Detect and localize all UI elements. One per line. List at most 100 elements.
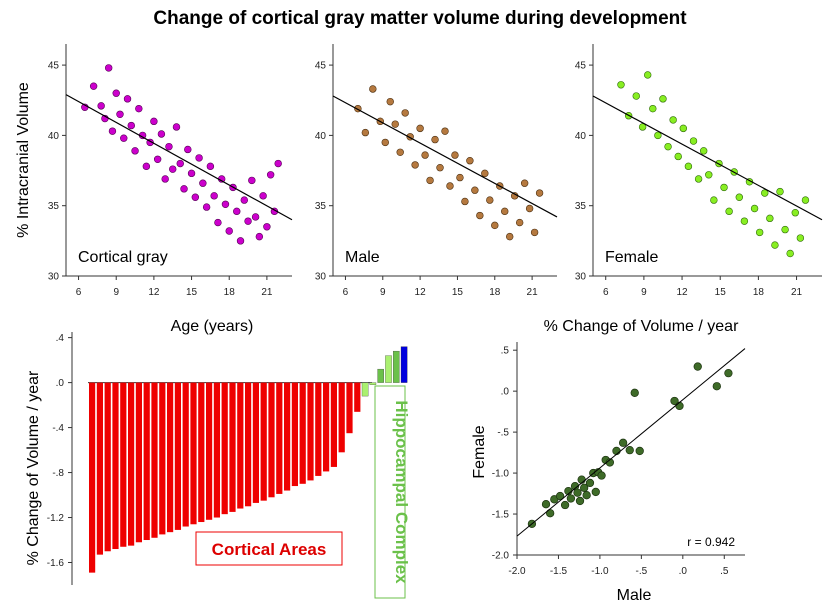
cortical-bar xyxy=(252,382,259,503)
data-point xyxy=(597,471,606,480)
data-point xyxy=(274,159,282,168)
y-tick-label: 45 xyxy=(315,61,327,72)
data-point xyxy=(735,193,744,201)
cortical-bar xyxy=(151,382,158,538)
data-point xyxy=(97,102,105,110)
data-point xyxy=(481,169,489,178)
y-tick-label: -1.2 xyxy=(47,513,65,524)
cortical-bar xyxy=(174,382,181,530)
data-point xyxy=(675,401,684,411)
cortical-bar xyxy=(291,382,298,487)
cortical-bar xyxy=(96,382,103,555)
data-point xyxy=(577,475,586,484)
data-point xyxy=(674,152,682,161)
data-point xyxy=(206,162,215,171)
data-point xyxy=(123,95,132,103)
y-tick-label: .0 xyxy=(501,387,510,398)
cortical-bar xyxy=(89,382,96,573)
x-tick-label: -2.0 xyxy=(508,566,526,577)
data-point xyxy=(781,225,789,234)
data-point xyxy=(566,494,576,503)
data-point xyxy=(104,64,113,72)
data-point xyxy=(630,388,639,397)
data-point xyxy=(161,175,169,183)
data-point xyxy=(555,491,565,501)
data-point xyxy=(199,179,207,187)
cortical-bar xyxy=(135,382,142,543)
y-tick-label: 35 xyxy=(575,201,587,212)
data-point xyxy=(255,232,264,241)
cortical-bar xyxy=(354,382,361,412)
scatter-panel-2: 30 35 40 45 6 9 12 15 18 21 Male xyxy=(315,44,558,298)
data-point xyxy=(210,192,218,200)
y-tick-label: -.8 xyxy=(52,468,64,479)
cortical-bar xyxy=(104,382,111,552)
r-value-label: r = 0.942 xyxy=(687,535,735,549)
cortical-bar xyxy=(245,382,252,507)
data-point xyxy=(120,134,128,142)
x-tick-label: 18 xyxy=(753,287,765,298)
y-tick-label: 30 xyxy=(48,272,60,283)
data-point xyxy=(525,204,534,213)
data-point xyxy=(157,130,166,138)
correlation-panel: .5 .0 -.5 -1.0 -1.5 -2.0 -2.0 -1.5 -1.0 -.5 .0 .5 % … xyxy=(471,318,746,604)
data-point xyxy=(699,147,708,155)
x-tick-label: -1.0 xyxy=(591,566,609,577)
data-point xyxy=(796,234,805,242)
y-tick-label: 35 xyxy=(48,201,60,212)
x-tick-label: 9 xyxy=(641,287,647,298)
data-point xyxy=(244,217,252,225)
cortical-areas-label: Cortical Areas xyxy=(212,540,327,559)
data-point xyxy=(755,228,764,237)
data-point xyxy=(214,218,222,227)
data-point xyxy=(740,217,749,225)
data-point xyxy=(451,151,459,159)
data-point xyxy=(184,145,192,154)
x-tick-label: .5 xyxy=(720,566,729,577)
data-point xyxy=(580,483,589,492)
data-point xyxy=(153,155,162,163)
x-tick-label: 9 xyxy=(113,287,119,298)
y-tick-label: -.5 xyxy=(497,428,509,439)
hippocampal-bar xyxy=(400,346,408,383)
hippocampal-bar xyxy=(361,382,369,397)
data-point xyxy=(725,207,733,216)
data-point xyxy=(263,223,271,231)
cortical-bar xyxy=(128,382,135,546)
data-point xyxy=(187,169,196,178)
data-point xyxy=(240,196,248,204)
data-point xyxy=(396,148,404,156)
data-point xyxy=(491,221,499,230)
data-point xyxy=(506,232,514,241)
data-point xyxy=(172,123,181,131)
data-point xyxy=(591,487,600,497)
cortical-bar xyxy=(120,382,127,547)
data-point xyxy=(150,117,158,126)
data-point xyxy=(411,161,419,169)
cortical-bar xyxy=(182,382,189,527)
x-tick-label: 18 xyxy=(224,287,236,298)
hippocampal-bar xyxy=(393,350,400,383)
data-point xyxy=(670,396,679,406)
data-point xyxy=(644,71,652,79)
cortical-bar xyxy=(198,382,205,523)
data-point xyxy=(791,209,799,217)
regression-line xyxy=(516,348,746,537)
cortical-bar xyxy=(159,382,166,535)
cortical-bar xyxy=(112,382,119,550)
data-point xyxy=(441,127,449,135)
cortical-bar xyxy=(143,382,150,541)
data-point xyxy=(431,135,439,144)
x-tick-label: -1.5 xyxy=(550,566,568,577)
y-tick-label: 45 xyxy=(575,61,587,72)
data-point xyxy=(635,446,644,456)
y-tick-label: -1.6 xyxy=(47,558,65,569)
data-point xyxy=(712,382,721,391)
data-point xyxy=(225,227,233,235)
cortical-bar xyxy=(229,382,236,512)
data-point xyxy=(705,171,713,179)
data-point xyxy=(446,182,454,190)
hippocampal-bar xyxy=(369,382,377,385)
x-tick-label: 9 xyxy=(380,287,386,298)
x-tick-label: 12 xyxy=(148,287,160,298)
